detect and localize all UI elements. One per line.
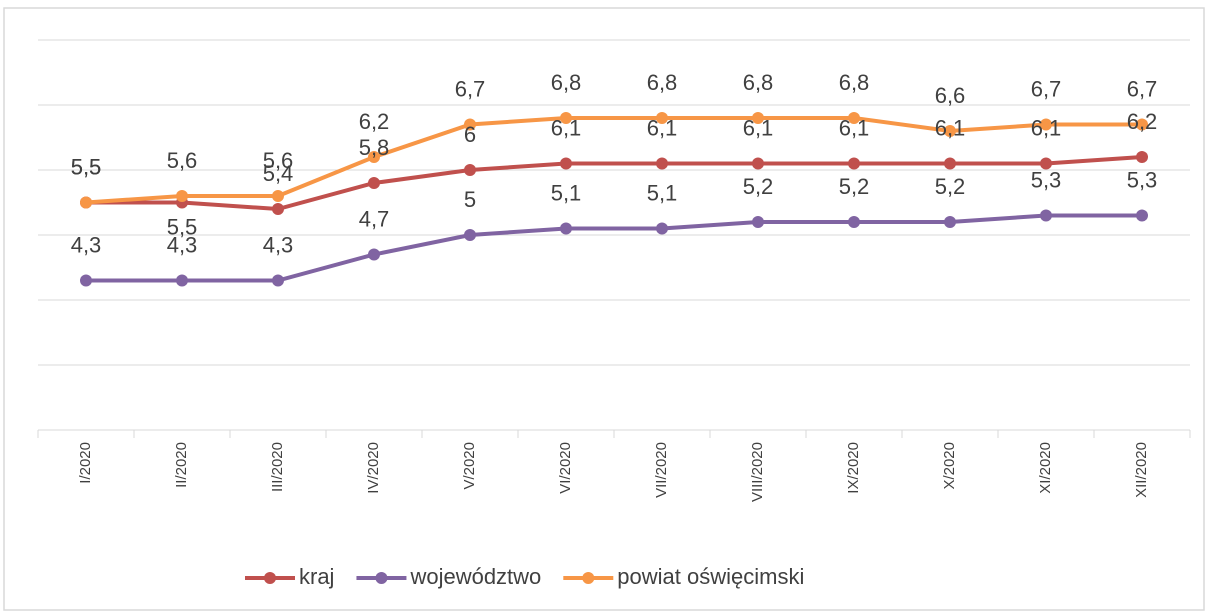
data-label: 6,2: [359, 109, 390, 134]
data-label: 5: [464, 187, 476, 212]
data-point: [1136, 209, 1148, 222]
data-label: 5,3: [1031, 167, 1062, 192]
data-label: 5,5: [71, 154, 102, 179]
data-point: [656, 222, 668, 235]
data-point: [848, 216, 860, 228]
data-point: [944, 157, 956, 170]
x-tick-label: III/2020: [269, 442, 286, 492]
data-point: [80, 196, 92, 209]
x-tick-label: I/2020: [77, 442, 94, 484]
data-point: [368, 151, 380, 163]
x-tick-label: XII/2020: [1133, 442, 1150, 498]
data-label: 5,2: [743, 174, 774, 199]
data-point: [656, 157, 668, 170]
data-point: [944, 216, 956, 228]
data-point: [176, 190, 188, 202]
data-label: 4,3: [71, 232, 102, 257]
data-point: [1136, 151, 1148, 163]
data-label: 4,3: [263, 232, 294, 257]
data-label: 6,7: [1127, 76, 1158, 101]
x-tick-label: V/2020: [461, 442, 478, 490]
data-point: [272, 203, 284, 215]
data-label: 5,8: [359, 135, 390, 160]
series-line: [85, 116, 1142, 205]
data-point: [464, 229, 476, 241]
data-label: 5,1: [551, 180, 582, 205]
legend-marker: [582, 572, 595, 584]
data-point: [464, 118, 476, 131]
x-tick-label: II/2020: [173, 442, 190, 488]
data-label: 4,3: [167, 232, 198, 257]
data-point: [368, 177, 380, 189]
data-point: [1040, 157, 1052, 170]
data-point: [368, 248, 380, 261]
data-label: 5,6: [263, 148, 294, 173]
x-tick-label: X/2020: [941, 442, 958, 490]
data-label: 6,1: [743, 115, 774, 140]
data-label: 6,7: [455, 76, 486, 101]
legend-marker: [375, 572, 388, 584]
series-line: [86, 213, 1142, 283]
data-label: 6,7: [1031, 76, 1062, 101]
data-point: [272, 274, 284, 287]
data-label: 6,1: [647, 115, 678, 140]
data-point: [752, 112, 764, 124]
data-label: 6: [464, 122, 476, 147]
legend-label: województwo: [409, 564, 541, 589]
x-tick-label: VII/2020: [653, 442, 670, 498]
data-point: [464, 164, 476, 176]
data-label: 6,1: [935, 115, 966, 140]
data-point: [1040, 118, 1052, 131]
data-label: 5,4: [263, 161, 294, 186]
data-point: [560, 157, 572, 170]
data-point: [656, 112, 668, 124]
x-tick-label: IV/2020: [365, 442, 382, 494]
data-point: [80, 274, 92, 287]
data-label: 6,6: [935, 83, 966, 108]
data-label: 6,8: [647, 70, 678, 95]
data-label: 6,8: [551, 70, 582, 95]
data-point: [176, 274, 188, 287]
legend-label: kraj: [299, 564, 334, 589]
series-line: [86, 155, 1143, 212]
data-point: [272, 190, 284, 202]
data-point: [848, 157, 860, 170]
data-point: [1136, 118, 1148, 131]
x-tick-label: XI/2020: [1037, 442, 1054, 494]
data-label: 6,8: [839, 70, 870, 95]
data-point: [1040, 209, 1052, 222]
legend-marker: [264, 572, 276, 584]
data-label: 6,1: [551, 115, 582, 140]
data-point: [560, 222, 572, 235]
data-label: 6,8: [743, 70, 774, 95]
data-label: 5,6: [167, 148, 198, 173]
x-tick-label: IX/2020: [845, 442, 862, 494]
data-label: 4,7: [359, 206, 390, 231]
x-tick-label: VI/2020: [557, 442, 574, 494]
data-point: [944, 125, 956, 137]
data-point: [560, 112, 572, 124]
data-label: 5,5: [167, 214, 198, 239]
data-point: [848, 112, 860, 124]
data-label: 6,1: [839, 115, 870, 140]
data-point: [752, 157, 764, 170]
x-tick-label: VIII/2020: [749, 442, 766, 502]
data-point: [752, 216, 764, 228]
data-label: 5,2: [935, 174, 966, 199]
data-label: 5,1: [647, 180, 678, 205]
data-label: 6,2: [1127, 109, 1158, 134]
chart-frame: [3, 7, 1205, 611]
legend-label: powiat oświęcimski: [617, 564, 804, 589]
data-label: 5,3: [1127, 167, 1158, 192]
data-label: 5,2: [839, 174, 870, 199]
data-label: 6,1: [1031, 115, 1062, 140]
data-label: 5,5: [71, 154, 102, 179]
